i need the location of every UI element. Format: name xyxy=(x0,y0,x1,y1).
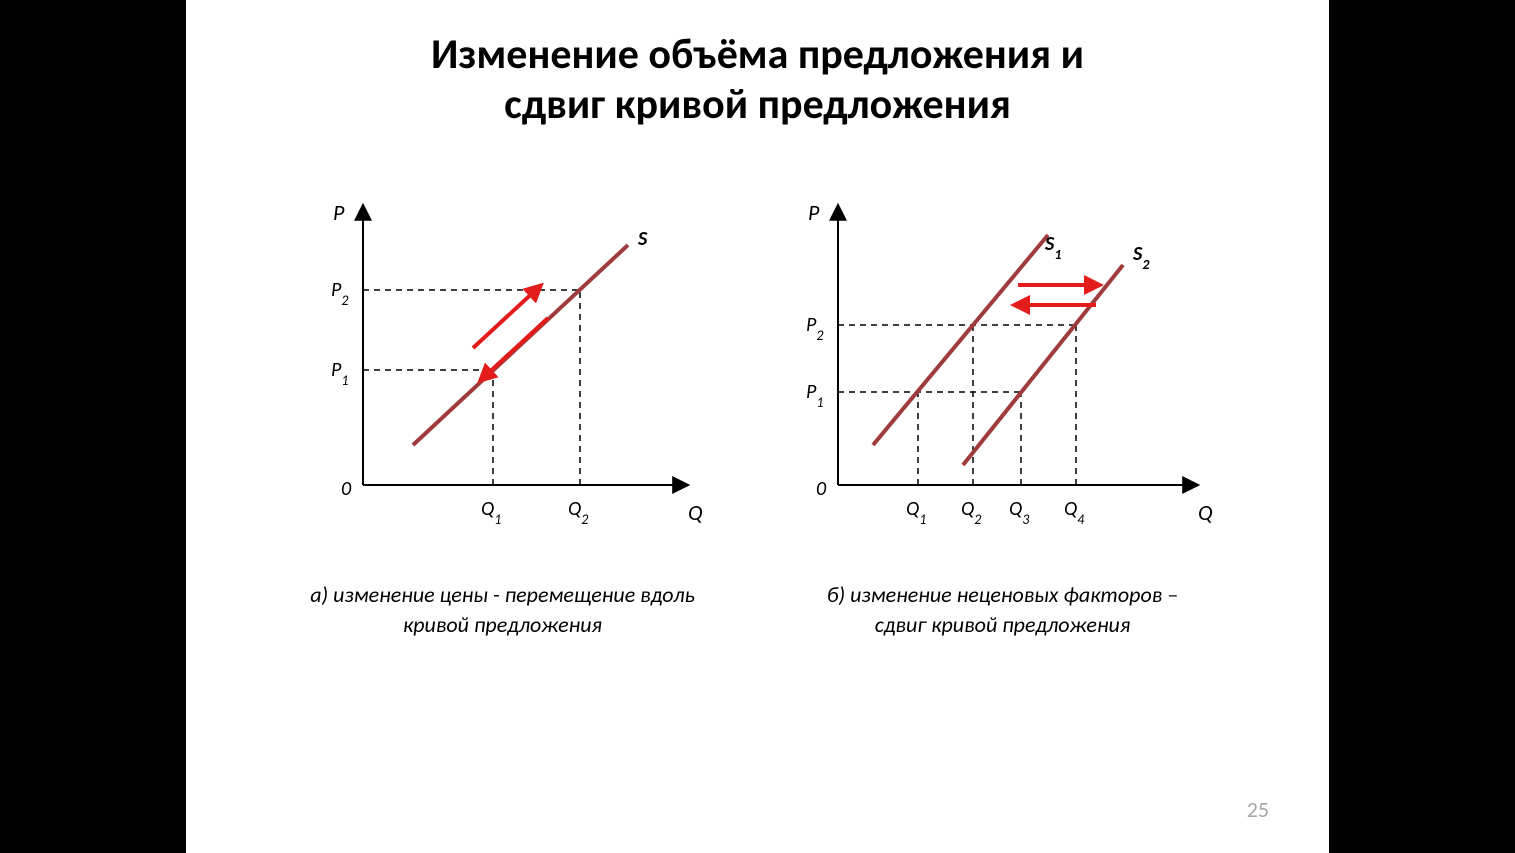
svg-text:0: 0 xyxy=(816,477,827,501)
chart-a-caption: а) изменение цены - перемещение вдоль кр… xyxy=(283,580,723,639)
slide: Изменение объёма предложения и сдвиг кри… xyxy=(186,0,1329,853)
svg-text:Q3: Q3 xyxy=(1009,497,1029,528)
chart-b-wrap: P Q 0 P1 P2 Q1 Q2 Q3 Q4 S1 S2 б) изменение неценов… xyxy=(773,190,1233,639)
chart-b-caption-line2: сдвиг кривой предложения xyxy=(875,611,1131,638)
svg-text:Q4: Q4 xyxy=(1064,497,1085,528)
page-number: 25 xyxy=(1247,796,1269,823)
slide-title: Изменение объёма предложения и сдвиг кри… xyxy=(186,30,1329,131)
title-line-1: Изменение объёма предложения и xyxy=(186,30,1329,80)
chart-a-caption-line1: а) изменение цены - перемещение вдоль xyxy=(310,581,695,608)
title-line-2: сдвиг кривой предложения xyxy=(186,80,1329,130)
svg-text:P: P xyxy=(808,199,820,226)
svg-text:S1: S1 xyxy=(1044,232,1061,263)
svg-text:P1: P1 xyxy=(806,380,823,411)
svg-text:0: 0 xyxy=(341,477,352,501)
svg-text:P2: P2 xyxy=(331,278,348,309)
svg-text:P1: P1 xyxy=(331,358,348,389)
chart-a-wrap: P Q 0 P1 P2 Q1 Q2 S а) изменение цены - перемещ… xyxy=(283,190,723,639)
svg-text:Q2: Q2 xyxy=(568,497,588,528)
svg-text:Q2: Q2 xyxy=(961,497,981,528)
chart-a: P Q 0 P1 P2 Q1 Q2 S xyxy=(283,190,723,550)
chart-b-caption: б) изменение неценовых факторов – сдвиг … xyxy=(783,580,1223,639)
svg-text:S: S xyxy=(637,227,648,251)
svg-text:S2: S2 xyxy=(1132,242,1150,273)
svg-text:P2: P2 xyxy=(806,313,823,344)
svg-text:Q1: Q1 xyxy=(906,497,926,528)
chart-a-caption-line2: кривой предложения xyxy=(403,611,602,638)
chart-b-caption-line1: б) изменение неценовых факторов – xyxy=(827,581,1178,608)
charts-row: P Q 0 P1 P2 Q1 Q2 S а) изменение цены - перемещ… xyxy=(186,190,1329,639)
svg-text:P: P xyxy=(333,199,345,226)
chart-b: P Q 0 P1 P2 Q1 Q2 Q3 Q4 S1 S2 xyxy=(773,190,1233,550)
svg-text:Q: Q xyxy=(1198,499,1213,526)
svg-text:Q: Q xyxy=(688,499,703,526)
svg-text:Q1: Q1 xyxy=(481,497,501,528)
